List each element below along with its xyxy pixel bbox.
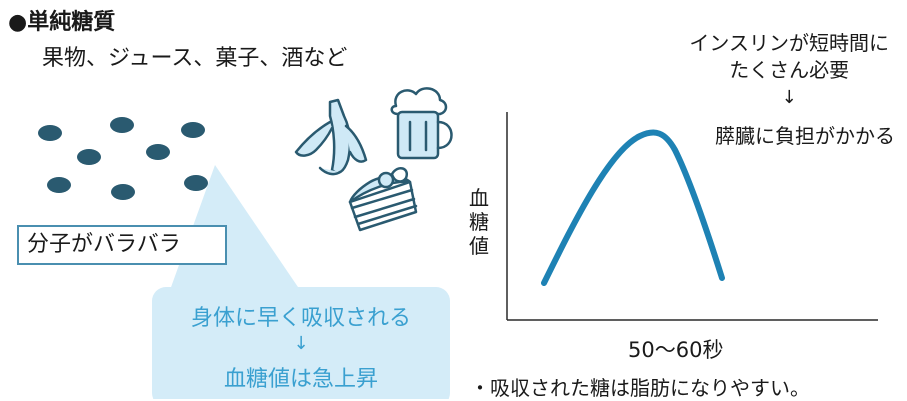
y-axis-label-char: 血 [469, 186, 489, 210]
footnote: ・吸収された糖は脂肪になりやすい。 [470, 376, 810, 400]
molecule-dot [146, 144, 170, 160]
molecule-label-box: 分子がバラバラ [17, 225, 227, 265]
y-axis-label: 血 糖 値 [466, 186, 492, 258]
insulin-note: インスリンが短時間に たくさん必要 ↓ [689, 30, 889, 111]
x-axis-label: 50〜60秒 [628, 338, 724, 362]
y-axis-label-char: 値 [469, 234, 489, 258]
cake-icon [348, 166, 418, 232]
pancreas-note: 膵臓に負担がかかる [715, 124, 895, 148]
callout-line-1: 身体に早く吸収される [190, 306, 411, 331]
callout-arrow: ↓ [293, 333, 309, 354]
section-title: ●単純糖質 [8, 10, 116, 35]
beer-mug-icon [390, 87, 453, 160]
molecule-dot [47, 177, 71, 193]
graph-axes [506, 112, 878, 321]
y-axis-label-char: 糖 [469, 210, 489, 234]
molecule-dot [77, 149, 101, 165]
insulin-note-arrow: ↓ [781, 87, 797, 108]
blood-sugar-curve [541, 129, 725, 286]
examples-text: 果物、ジュース、菓子、酒など [42, 46, 348, 71]
molecule-dot [184, 175, 208, 191]
insulin-note-line-1: インスリンが短時間に [689, 31, 889, 55]
molecule-dots [38, 117, 208, 200]
molecule-dot [38, 125, 62, 141]
molecule-label: 分子がバラバラ [27, 232, 181, 257]
callout-line-2: 血糖値は急上昇 [223, 367, 378, 392]
molecule-dot [110, 117, 134, 133]
molecule-dot [111, 184, 135, 200]
banana-icon [294, 98, 368, 176]
insulin-note-line-2: たくさん必要 [729, 58, 850, 82]
molecule-dot [181, 122, 205, 138]
